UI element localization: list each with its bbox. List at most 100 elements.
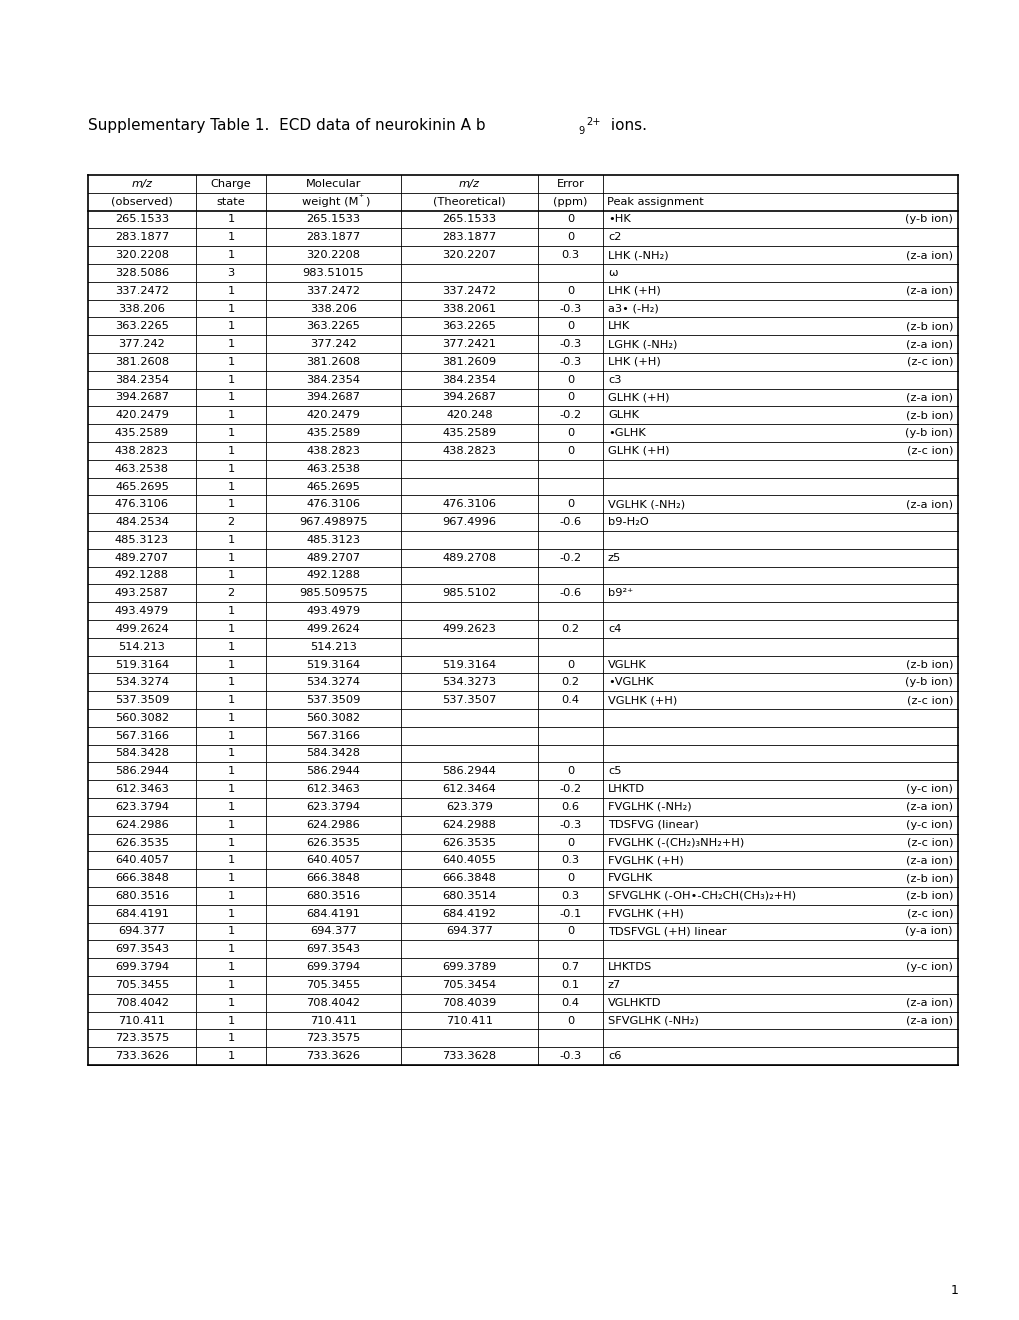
Text: LHK (+H): LHK (+H) [607, 285, 660, 296]
Text: 584.3428: 584.3428 [115, 748, 169, 759]
Text: -0.3: -0.3 [558, 356, 581, 367]
Text: 1: 1 [227, 356, 234, 367]
Text: 705.3454: 705.3454 [442, 979, 496, 990]
Text: 394.2687: 394.2687 [115, 392, 169, 403]
Text: (y-c ion): (y-c ion) [905, 784, 952, 795]
Text: SFVGLHK (-OH•-CH₂CH(CH₃)₂+H): SFVGLHK (-OH•-CH₂CH(CH₃)₂+H) [607, 891, 796, 900]
Text: 489.2707: 489.2707 [306, 553, 360, 562]
Text: 1: 1 [227, 249, 234, 260]
Text: TDSFVG (linear): TDSFVG (linear) [607, 820, 698, 830]
Text: 733.3626: 733.3626 [115, 1051, 169, 1061]
Text: GLHK (+H): GLHK (+H) [607, 392, 668, 403]
Text: Error: Error [556, 180, 584, 189]
Text: -0.6: -0.6 [558, 589, 581, 598]
Text: -0.2: -0.2 [558, 411, 581, 420]
Text: 338.2061: 338.2061 [442, 304, 496, 314]
Text: -0.2: -0.2 [558, 553, 581, 562]
Text: 586.2944: 586.2944 [442, 767, 496, 776]
Text: 0: 0 [567, 375, 574, 384]
Text: (y-b ion): (y-b ion) [904, 428, 952, 438]
Text: 1: 1 [227, 820, 234, 830]
Text: VGLHK (-NH₂): VGLHK (-NH₂) [607, 499, 685, 510]
Text: 283.1877: 283.1877 [115, 232, 169, 243]
Text: 699.3794: 699.3794 [306, 962, 360, 972]
Text: 384.2354: 384.2354 [306, 375, 360, 384]
Text: VGLHK (+H): VGLHK (+H) [607, 696, 677, 705]
Text: (z-c ion): (z-c ion) [906, 908, 952, 919]
Text: 1: 1 [227, 873, 234, 883]
Text: 1: 1 [227, 908, 234, 919]
Text: 1: 1 [227, 392, 234, 403]
Text: 1: 1 [227, 696, 234, 705]
Text: 567.3166: 567.3166 [306, 731, 360, 741]
Text: (y-c ion): (y-c ion) [905, 820, 952, 830]
Text: 465.2695: 465.2695 [307, 482, 360, 491]
Text: state: state [216, 197, 246, 207]
Text: 723.3575: 723.3575 [306, 1034, 361, 1043]
Text: 435.2589: 435.2589 [306, 428, 360, 438]
Text: 514.213: 514.213 [118, 642, 165, 652]
Text: Peak assignment: Peak assignment [606, 197, 703, 207]
Text: TDSFVGL (+H) linear: TDSFVGL (+H) linear [607, 927, 726, 936]
Text: LHK (-NH₂): LHK (-NH₂) [607, 249, 668, 260]
Text: (z-a ion): (z-a ion) [905, 1015, 952, 1026]
Text: 1: 1 [227, 855, 234, 866]
Text: 381.2609: 381.2609 [442, 356, 496, 367]
Text: VGLHKTD: VGLHKTD [607, 998, 661, 1007]
Text: 320.2208: 320.2208 [115, 249, 169, 260]
Text: 519.3164: 519.3164 [115, 660, 169, 669]
Text: 624.2988: 624.2988 [442, 820, 496, 830]
Text: 381.2608: 381.2608 [306, 356, 360, 367]
Text: 626.3535: 626.3535 [442, 837, 496, 847]
Text: (z-b ion): (z-b ion) [905, 411, 952, 420]
Text: 1: 1 [227, 1051, 234, 1061]
Text: 377.242: 377.242 [118, 339, 165, 348]
Text: b9-H₂O: b9-H₂O [607, 517, 648, 527]
Text: 338.206: 338.206 [118, 304, 165, 314]
Text: 0.7: 0.7 [560, 962, 579, 972]
Text: -0.2: -0.2 [558, 784, 581, 795]
Text: 534.3273: 534.3273 [442, 677, 496, 688]
Text: -0.3: -0.3 [558, 820, 581, 830]
Text: (z-b ion): (z-b ion) [905, 891, 952, 900]
Text: 612.3464: 612.3464 [442, 784, 496, 795]
Text: 0.2: 0.2 [560, 624, 579, 634]
Text: 476.3106: 476.3106 [115, 499, 169, 510]
Text: (y-b ion): (y-b ion) [904, 677, 952, 688]
Text: z7: z7 [607, 979, 621, 990]
Text: 967.498975: 967.498975 [299, 517, 368, 527]
Text: (z-c ion): (z-c ion) [906, 837, 952, 847]
Text: 381.2608: 381.2608 [115, 356, 169, 367]
Text: 640.4057: 640.4057 [115, 855, 169, 866]
Text: GLHK (+H): GLHK (+H) [607, 446, 668, 455]
Text: Supplementary Table 1.  ECD data of neurokinin A b: Supplementary Table 1. ECD data of neuro… [88, 117, 485, 133]
Text: 499.2624: 499.2624 [115, 624, 169, 634]
Text: 484.2534: 484.2534 [115, 517, 169, 527]
Text: c2: c2 [607, 232, 621, 243]
Text: 1: 1 [227, 411, 234, 420]
Text: 0: 0 [567, 767, 574, 776]
Text: 1: 1 [227, 891, 234, 900]
Text: 1: 1 [227, 979, 234, 990]
Text: 320.2208: 320.2208 [306, 249, 360, 260]
Text: 0: 0 [567, 321, 574, 331]
Text: (Theoretical): (Theoretical) [433, 197, 505, 207]
Text: 2+: 2+ [586, 117, 600, 127]
Text: 0: 0 [567, 428, 574, 438]
Text: 624.2986: 624.2986 [307, 820, 360, 830]
Text: 1: 1 [227, 1034, 234, 1043]
Text: 1: 1 [227, 606, 234, 616]
Text: (y-a ion): (y-a ion) [905, 927, 952, 936]
Text: (y-b ion): (y-b ion) [904, 214, 952, 224]
Text: LHK (+H): LHK (+H) [607, 356, 660, 367]
Text: 493.4979: 493.4979 [115, 606, 169, 616]
Text: -0.1: -0.1 [558, 908, 581, 919]
Text: •GLHK: •GLHK [607, 428, 645, 438]
Text: 1: 1 [227, 570, 234, 581]
Text: 0: 0 [567, 392, 574, 403]
Text: 586.2944: 586.2944 [307, 767, 360, 776]
Text: ): ) [365, 197, 369, 207]
Text: b9²⁺: b9²⁺ [607, 589, 633, 598]
Text: 1: 1 [227, 767, 234, 776]
Text: LHK: LHK [607, 321, 630, 331]
